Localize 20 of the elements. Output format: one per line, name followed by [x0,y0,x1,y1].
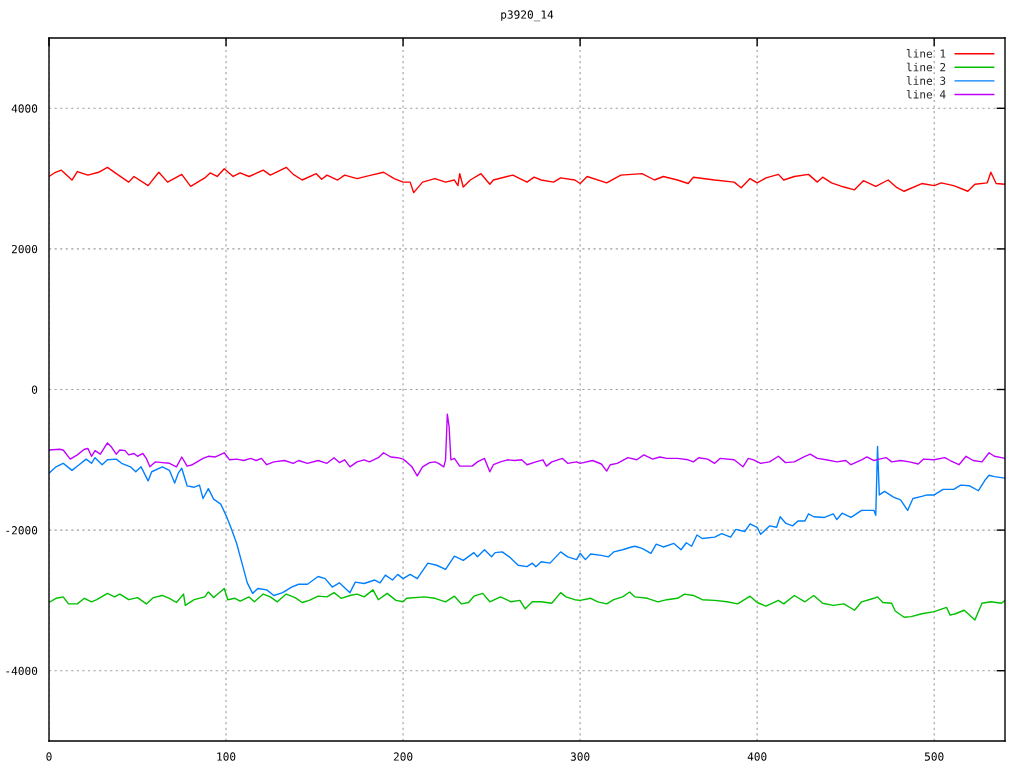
legend-label: line 4 [906,89,946,99]
line-series [49,413,1005,477]
x-tick-label: 300 [570,752,590,761]
legend-label: line 1 [906,49,946,58]
chart-title: p3920_14 [501,10,554,22]
y-tick-label: -2000 [6,526,38,535]
legend-label: line 2 [906,62,946,72]
x-tick-label: 500 [924,752,944,761]
x-tick-label: 0 [46,752,52,761]
x-tick-label: 100 [217,752,236,761]
y-tick-label: 2000 [11,244,38,254]
legend-label: line 3 [906,76,946,85]
line-series [49,445,1005,597]
y-tick-label: 4000 [11,104,38,113]
x-tick-label: 400 [747,752,767,761]
y-tick-label: 0 [31,385,38,394]
line-series [49,166,1005,194]
x-tick-label: 200 [393,752,413,761]
line-series [49,587,1005,621]
y-tick-label: -4000 [6,666,38,676]
